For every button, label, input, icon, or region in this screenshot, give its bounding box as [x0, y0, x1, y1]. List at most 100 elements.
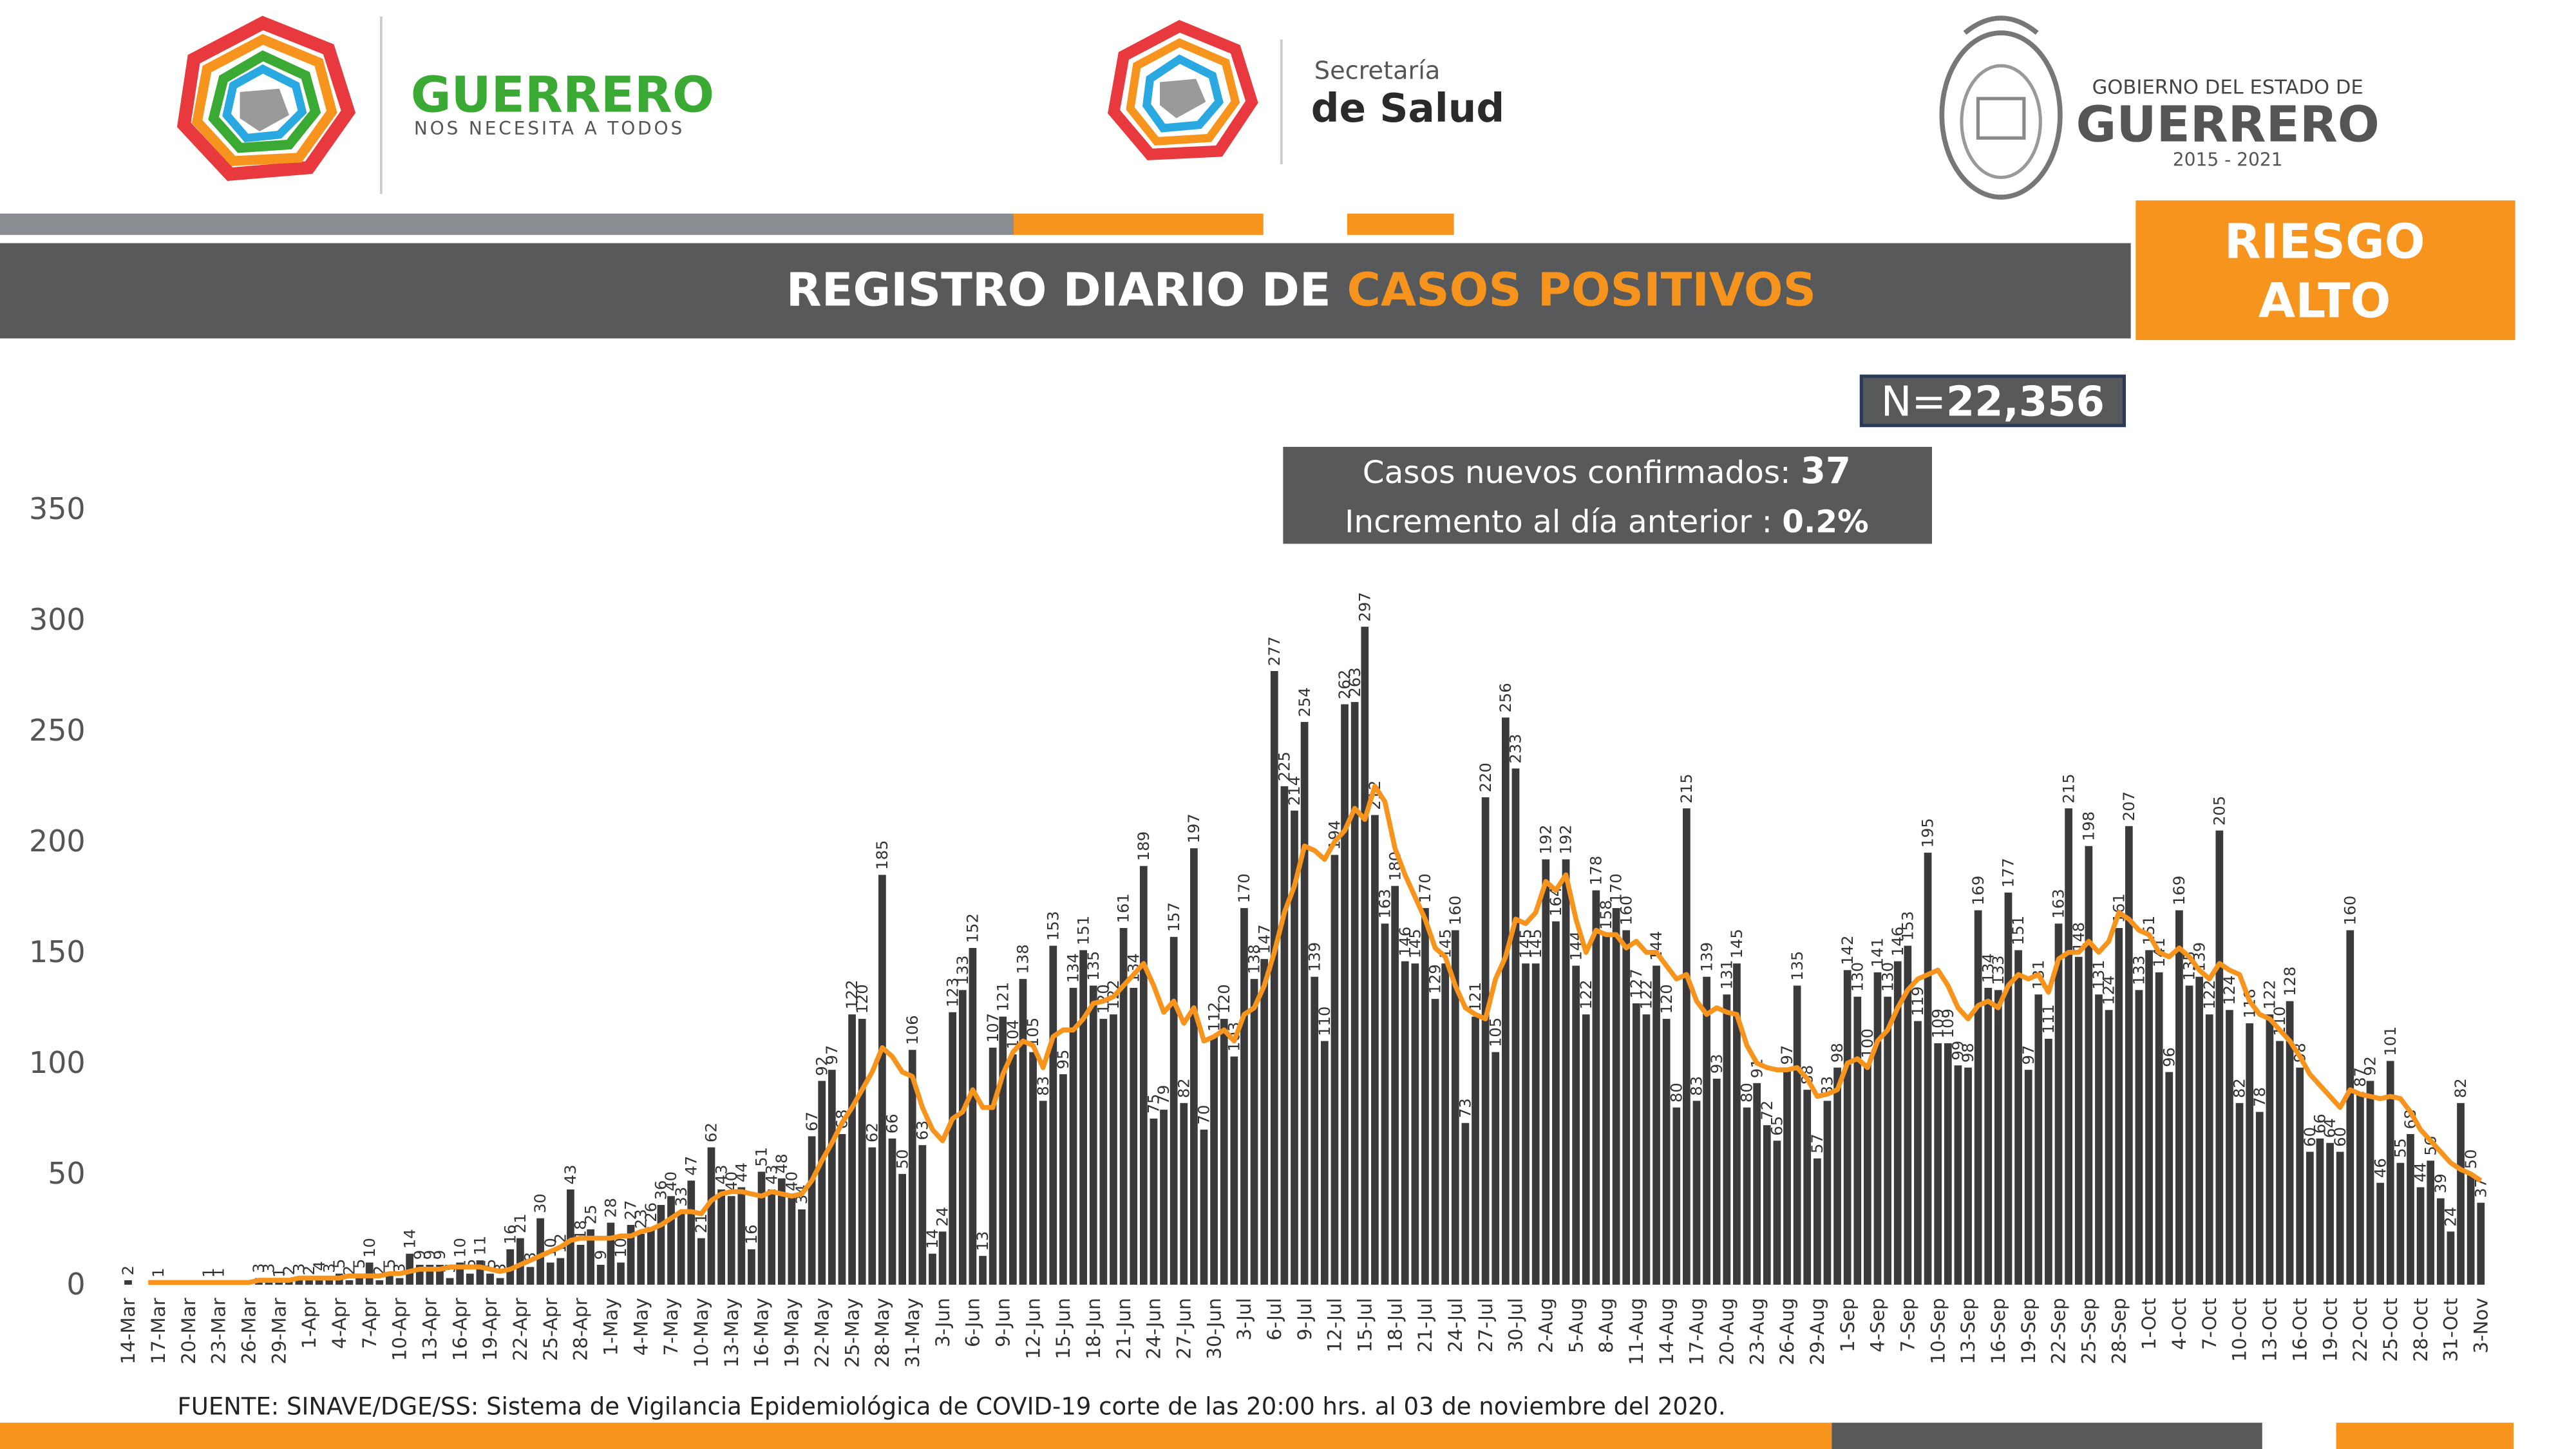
data-label: 64	[2321, 1118, 2339, 1138]
data-label: 170	[1607, 873, 1625, 903]
data-label: 120	[1215, 984, 1233, 1014]
data-label: 134	[1065, 953, 1083, 983]
data-label: 119	[1909, 987, 1927, 1016]
bar	[2034, 994, 2043, 1285]
data-label: 16	[743, 1224, 761, 1244]
data-label: 83	[1034, 1076, 1052, 1096]
data-label: 23	[632, 1209, 650, 1229]
data-label: 160	[1446, 896, 1464, 925]
bar	[2246, 1023, 2254, 1285]
data-label: 3	[260, 1264, 278, 1273]
y-tick-label: 200	[29, 824, 86, 858]
data-label: 25	[582, 1204, 600, 1224]
bar	[1411, 963, 1419, 1285]
bar	[1160, 1110, 1168, 1285]
bar	[567, 1189, 574, 1285]
bar	[1572, 965, 1580, 1285]
bar	[2276, 1041, 2284, 1285]
bar	[1783, 1070, 1791, 1285]
info-value: 0.2%	[1782, 504, 1868, 540]
bar	[868, 1147, 876, 1285]
bar	[687, 1180, 696, 1285]
bar	[1763, 1125, 1771, 1285]
footer-bar	[0, 1423, 1832, 1449]
data-label: 198	[2080, 811, 2098, 841]
data-label: 177	[2000, 858, 2018, 887]
data-label: 21	[511, 1213, 529, 1233]
x-tick-label: 29-Aug	[1806, 1298, 1828, 1365]
x-tick-label: 12-Jul	[1324, 1298, 1346, 1352]
data-label: 170	[1235, 873, 1253, 903]
x-tick-label: 13-Oct	[2259, 1298, 2281, 1361]
y-tick-label: 0	[66, 1267, 85, 1302]
data-label: 262	[1336, 670, 1354, 699]
data-label: 99	[1949, 1041, 1967, 1061]
data-label: 135	[1788, 951, 1806, 981]
bar	[757, 1171, 766, 1285]
data-label: 129	[1426, 964, 1444, 994]
bar	[607, 1222, 615, 1285]
x-tick-label: 1-Oct	[2138, 1298, 2160, 1350]
data-label: 153	[1044, 911, 1062, 941]
x-tick-label: 3-Jul	[1233, 1298, 1255, 1340]
logo-line1: Secretaría	[1314, 56, 1441, 85]
bar	[828, 1070, 836, 1285]
bar	[2416, 1187, 2425, 1285]
x-tick-label: 16-Sep	[1987, 1298, 2009, 1364]
data-label: 170	[1416, 873, 1434, 903]
data-label: 14	[923, 1229, 942, 1249]
bar	[587, 1229, 595, 1285]
data-label: 33	[672, 1187, 690, 1207]
bar	[2447, 1231, 2455, 1285]
bar	[1170, 936, 1178, 1285]
data-label: 139	[1698, 942, 1716, 972]
bar	[2065, 808, 2073, 1285]
data-label: 40	[723, 1171, 741, 1191]
x-tick-label: 13-May	[721, 1298, 743, 1368]
bar	[1743, 1107, 1751, 1285]
data-label: 134	[1979, 953, 1997, 983]
bar	[2255, 1112, 2264, 1285]
x-tick-label: 24-Jul	[1444, 1298, 1466, 1352]
data-label: 1	[270, 1267, 288, 1277]
bar	[1361, 627, 1369, 1285]
bar	[2185, 985, 2193, 1285]
total-label: N=	[1881, 378, 1946, 426]
bar	[2296, 1067, 2304, 1285]
bar	[1391, 886, 1399, 1285]
data-label: 215	[1678, 773, 1696, 803]
data-label: 192	[1557, 824, 1575, 854]
data-label: 9	[431, 1250, 449, 1260]
title-part: CASOS POSITIVOS	[1347, 263, 1817, 316]
x-tick-label: 15-Jul	[1354, 1298, 1376, 1352]
header-bar	[1013, 213, 1264, 235]
x-tick-label: 28-Oct	[2410, 1298, 2432, 1361]
bar	[2215, 830, 2224, 1285]
bar	[1150, 1118, 1158, 1285]
bar	[737, 1187, 746, 1285]
data-label: 263	[1346, 667, 1364, 697]
bar	[1431, 999, 1439, 1285]
data-label: 37	[2472, 1178, 2490, 1198]
data-label: 151	[1074, 916, 1092, 945]
bar	[1964, 1067, 1972, 1285]
x-tick-label: 24-Jun	[1143, 1298, 1165, 1359]
x-tick-label: 7-Apr	[359, 1297, 381, 1349]
bar	[1692, 1101, 1701, 1285]
logo-guerrero: GUERRERO NOS NECESITA A TODOS	[176, 15, 714, 194]
data-label: 138	[1014, 944, 1032, 974]
data-label: 80	[1738, 1083, 1756, 1103]
bar	[2407, 1133, 2414, 1285]
data-label: 9	[592, 1250, 610, 1260]
bar	[1300, 722, 1309, 1285]
bar	[2457, 1103, 2465, 1285]
x-tick-label: 16-May	[751, 1298, 773, 1368]
data-label: 80	[1667, 1083, 1685, 1103]
bar	[1602, 934, 1610, 1285]
bar	[2155, 972, 2163, 1285]
bar	[2366, 1081, 2374, 1285]
data-label: 50	[2462, 1149, 2480, 1169]
data-label: 11	[471, 1236, 489, 1256]
logo-line2: de Salud	[1311, 86, 1504, 131]
total-box	[1859, 374, 2126, 428]
